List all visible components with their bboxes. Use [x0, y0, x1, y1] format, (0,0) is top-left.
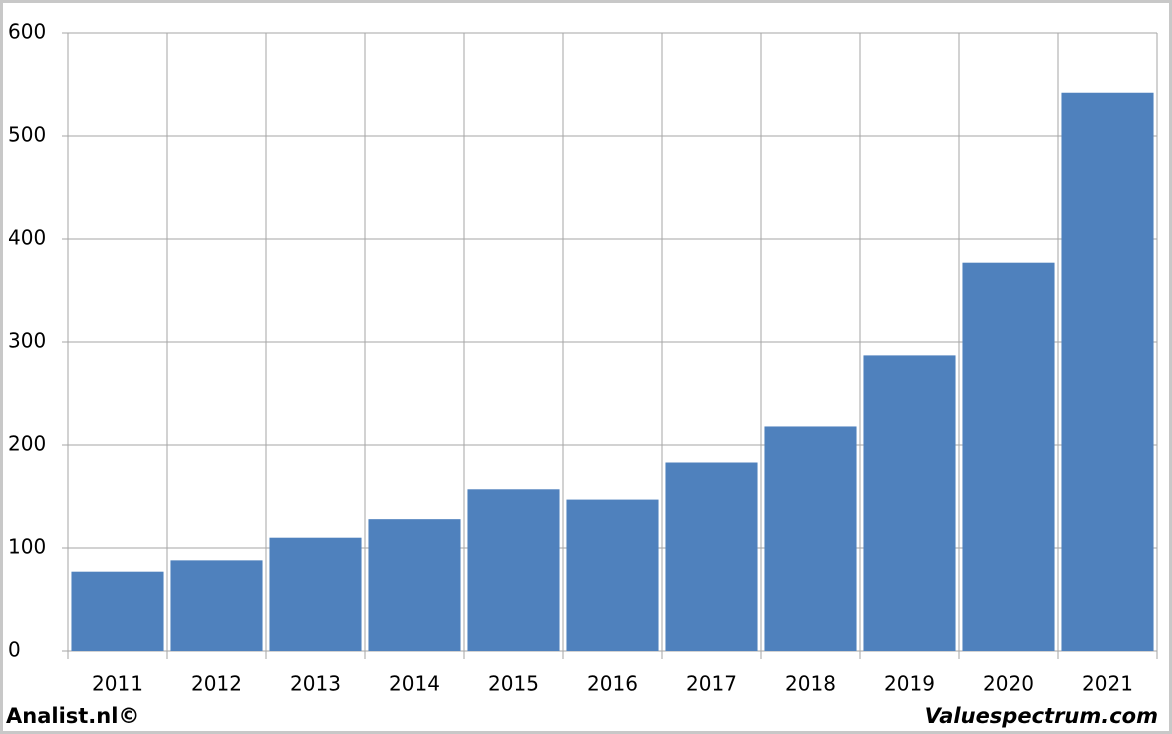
- y-tick-label: 0: [8, 638, 21, 662]
- x-tick-label: 2017: [686, 672, 737, 696]
- x-tick-label: 2018: [785, 672, 836, 696]
- bar: [269, 537, 362, 651]
- x-tick-label: 2020: [983, 672, 1034, 696]
- x-tick-label: 2016: [587, 672, 638, 696]
- y-tick-label: 400: [8, 226, 46, 250]
- y-tick-label: 300: [8, 329, 46, 353]
- x-tick-label: 2014: [389, 672, 440, 696]
- y-tick-label: 100: [8, 535, 46, 559]
- bar: [962, 262, 1055, 651]
- bar: [764, 426, 857, 651]
- x-tick-label: 2015: [488, 672, 539, 696]
- bar: [170, 560, 263, 651]
- y-tick-label: 600: [8, 20, 46, 44]
- x-tick-label: 2011: [92, 672, 143, 696]
- bar: [368, 519, 461, 651]
- x-tick-label: 2013: [290, 672, 341, 696]
- x-tick-label: 2012: [191, 672, 242, 696]
- footer-left: Analist.nl©: [6, 704, 139, 728]
- bar: [863, 355, 956, 651]
- x-tick-label: 2019: [884, 672, 935, 696]
- y-tick-label: 200: [8, 432, 46, 456]
- y-tick-label: 500: [8, 123, 46, 147]
- bar: [665, 462, 758, 651]
- bar: [1061, 92, 1154, 652]
- bar: [467, 489, 560, 651]
- bar: [566, 499, 659, 651]
- footer-right: Valuespectrum.com: [925, 704, 1158, 728]
- bar: [71, 571, 164, 651]
- x-tick-label: 2021: [1082, 672, 1133, 696]
